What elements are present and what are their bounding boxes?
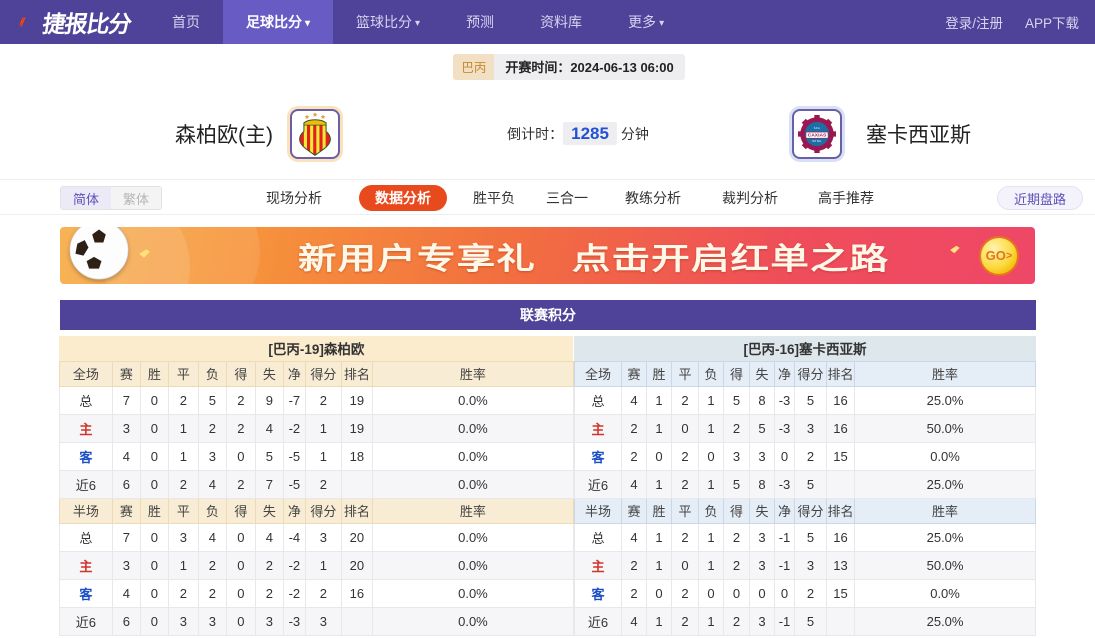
- svg-text:S.F.A.: S.F.A.: [814, 127, 821, 130]
- svg-text:CAXIAS: CAXIAS: [808, 133, 827, 139]
- svg-text:DO SUL: DO SUL: [812, 140, 822, 143]
